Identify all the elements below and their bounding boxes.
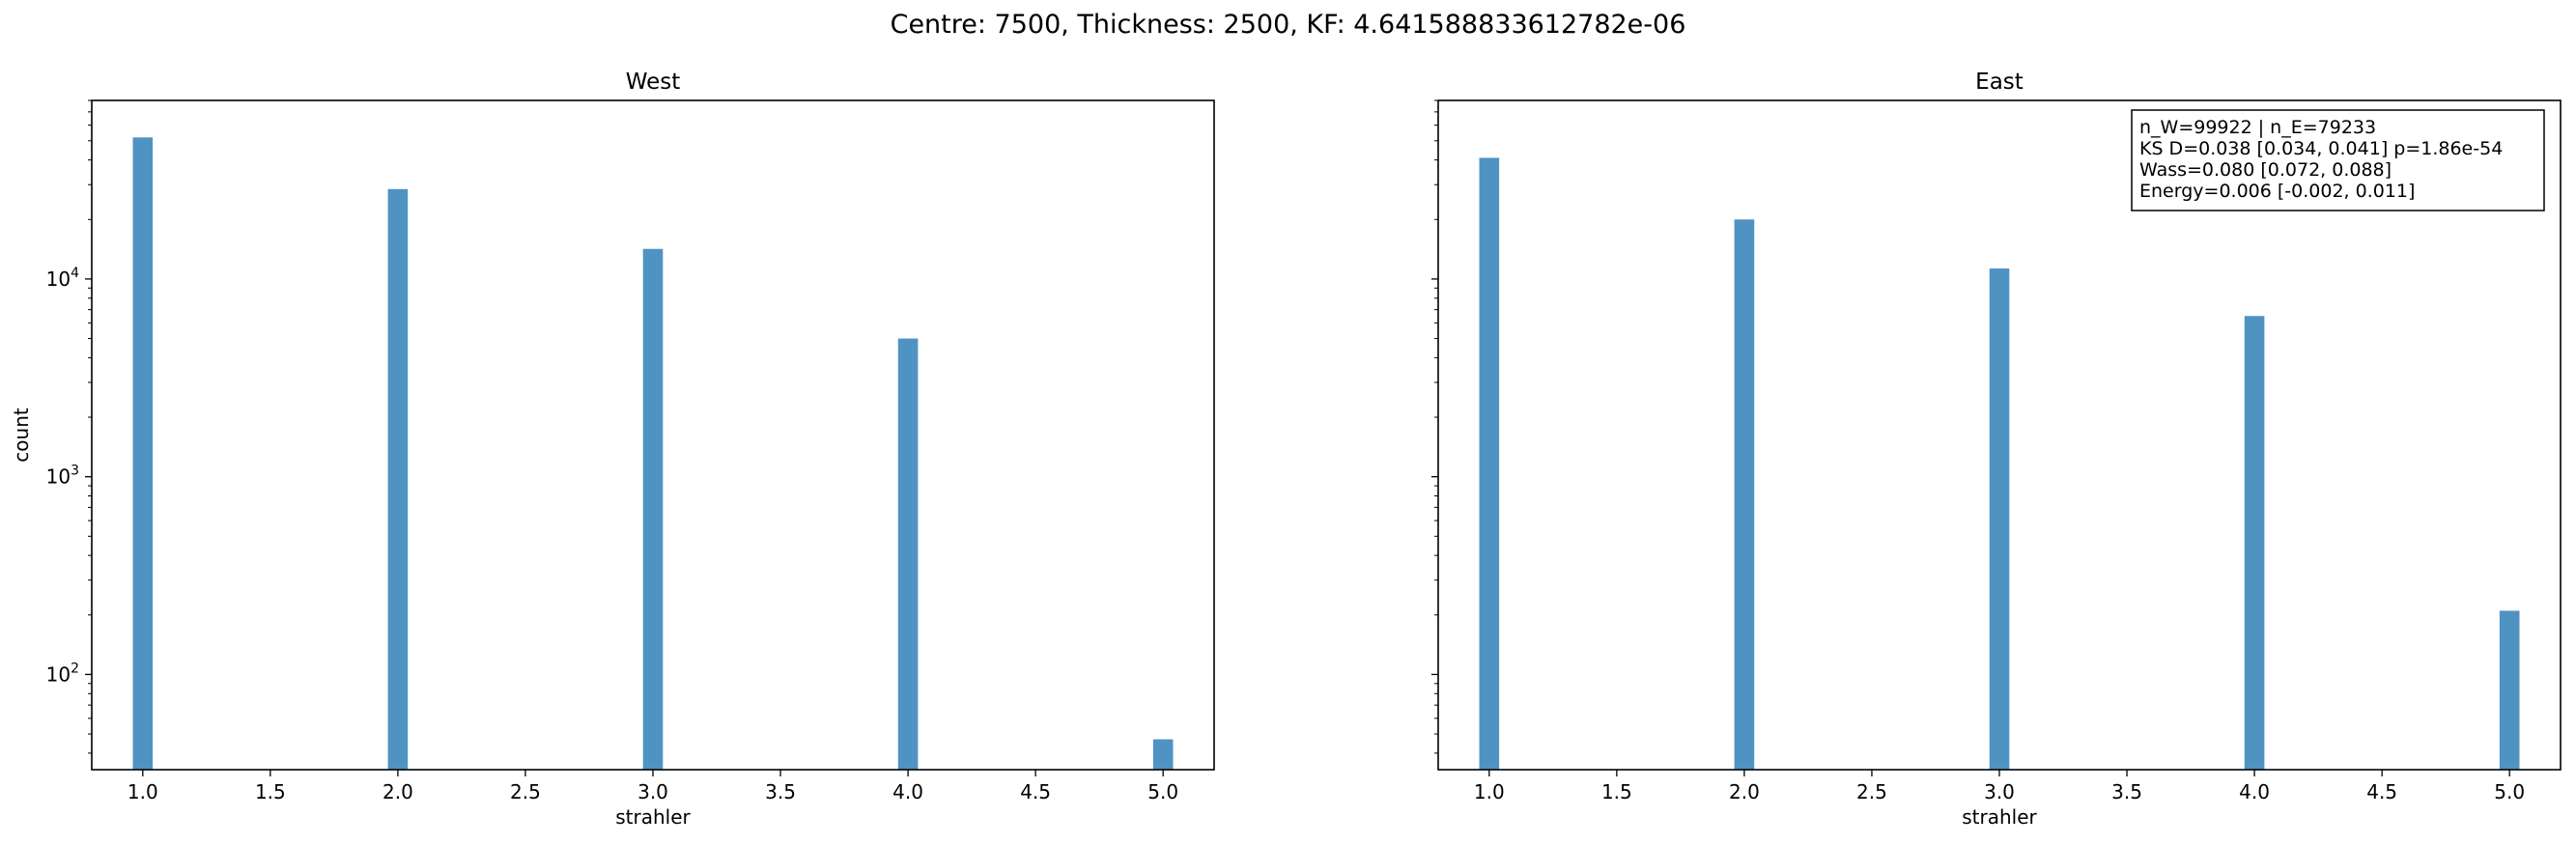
- stats-annotation-line: Wass=0.080 [0.072, 0.088]: [2139, 159, 2392, 181]
- bar: [897, 338, 919, 770]
- y-axis-label: count: [10, 408, 33, 463]
- bar: [387, 188, 409, 770]
- x-axis-label: strahler: [1962, 805, 2037, 829]
- bar: [1479, 157, 1500, 770]
- x-tick-label: 3.0: [637, 780, 668, 803]
- x-tick-label: 1.0: [1474, 780, 1505, 803]
- west-axes: 1.0 1.5 2.0 2.5 3.0 3.5 4.0 4.5 5.0 102 103 104 West…: [10, 70, 1215, 829]
- bar: [132, 137, 154, 770]
- y-tick-label: 102: [46, 661, 79, 686]
- x-tick-label: 1.5: [1601, 780, 1632, 803]
- x-tick-label: 3.5: [765, 780, 796, 803]
- x-tick-label: 4.0: [2239, 780, 2270, 803]
- x-tick-label: 3.0: [1984, 780, 2015, 803]
- east-axes: 1.0 1.5 2.0 2.5 3.0 3.5 4.0 4.5 5.0 East strahler n…: [1431, 70, 2562, 829]
- x-tick-label: 5.0: [2494, 780, 2525, 803]
- stats-annotation-line: KS D=0.038 [0.034, 0.041] p=1.86e-54: [2139, 138, 2503, 159]
- x-tick-label: 4.5: [2366, 780, 2397, 803]
- axes-title: East: [1975, 70, 2024, 95]
- bar: [2499, 610, 2520, 770]
- x-tick-label: 2.5: [510, 780, 541, 803]
- bar: [642, 248, 664, 771]
- x-tick-label: 3.5: [2111, 780, 2142, 803]
- stats-annotation-box: [2131, 109, 2545, 211]
- stats-annotation-line: Energy=0.006 [-0.002, 0.011]: [2139, 181, 2415, 202]
- figure-title: Centre: 7500, Thickness: 2500, KF: 4.641…: [890, 10, 1686, 40]
- x-tick-label: 2.0: [1729, 780, 1760, 803]
- x-tick-label: 5.0: [1147, 780, 1178, 803]
- x-tick-label: 1.0: [127, 780, 158, 803]
- axes-title: West: [626, 70, 681, 95]
- x-tick-label: 4.5: [1020, 780, 1051, 803]
- x-axis-label: strahler: [615, 805, 691, 829]
- bar: [1152, 739, 1174, 770]
- y-tick-label: 103: [46, 464, 79, 489]
- bar: [1989, 268, 2010, 770]
- x-tick-label: 1.5: [255, 780, 286, 803]
- x-tick-label: 4.0: [892, 780, 923, 803]
- bar: [1734, 219, 1755, 770]
- bar: [2244, 316, 2265, 770]
- y-tick-label: 104: [46, 266, 79, 291]
- x-tick-label: 2.0: [382, 780, 413, 803]
- x-tick-label: 2.5: [1856, 780, 1887, 803]
- stats-annotation-line: n_W=99922 | n_E=79233: [2139, 117, 2376, 138]
